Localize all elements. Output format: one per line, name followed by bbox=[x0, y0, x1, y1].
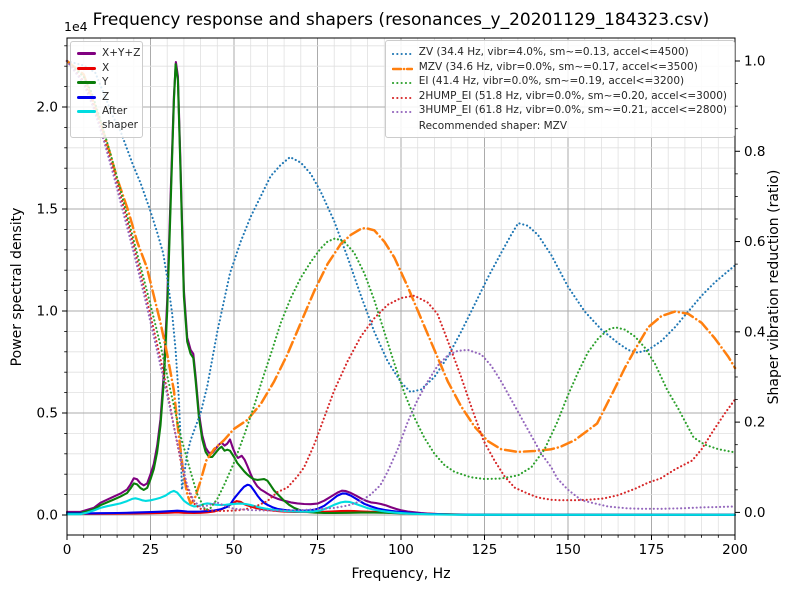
legend-line-swatch bbox=[391, 110, 413, 114]
psd-legend-item-X: X bbox=[77, 62, 135, 76]
curve-After shaper bbox=[65, 489, 737, 516]
recommended-shaper-note: Recommended shaper: MZV bbox=[418, 119, 568, 132]
psd-legend-item-Z: Z bbox=[77, 91, 135, 105]
psd-legend-item-Y: Y bbox=[77, 76, 135, 90]
y-left-tick-label: 1.5 bbox=[37, 202, 58, 218]
y-left-tick-label: 2.0 bbox=[37, 100, 58, 116]
x-tick-label: 0 bbox=[63, 542, 72, 558]
x-tick-label: 25 bbox=[142, 542, 159, 558]
x-tick-label: 125 bbox=[472, 542, 498, 558]
legend-line-swatch bbox=[77, 110, 96, 113]
x-axis-label: Frequency, Hz bbox=[351, 566, 450, 582]
y-right-tick-label: 0.4 bbox=[744, 324, 765, 340]
legend-line-swatch bbox=[391, 52, 413, 56]
curve-X+Y+Z bbox=[65, 61, 737, 516]
chart-title: Frequency response and shapers (resonanc… bbox=[93, 10, 710, 30]
legend-label: MZV (34.6 Hz, vibr=0.0%, sm~=0.17, accel… bbox=[418, 60, 698, 73]
psd-legend: X+Y+Z X Y Z After shaper bbox=[70, 41, 143, 138]
shaper-legend-item-3HUMP_EI: 3HUMP_EI (61.8 Hz, vibr=0.0%, sm~=0.21, … bbox=[391, 104, 727, 118]
curve-Y bbox=[65, 63, 737, 516]
legend-label: 2HUMP_EI (51.8 Hz, vibr=0.0%, sm~=0.20, … bbox=[418, 89, 727, 102]
y-left-axis-label: Power spectral density bbox=[9, 208, 25, 367]
shaper-legend-rows: ZV (34.4 Hz, vibr=4.0%, sm~=0.13, accel<… bbox=[391, 46, 727, 118]
curve-EI bbox=[65, 59, 737, 512]
curve-Z bbox=[65, 483, 737, 516]
legend-label: X bbox=[102, 61, 110, 74]
x-tick-label: 200 bbox=[722, 542, 748, 558]
legend-label: Y bbox=[102, 76, 109, 88]
legend-label: After shaper bbox=[102, 105, 139, 131]
legend-line-swatch bbox=[77, 95, 96, 99]
y-left-tick-label: 0.5 bbox=[37, 406, 58, 422]
x-tick-label: 175 bbox=[639, 542, 665, 558]
legend-label: X+Y+Z bbox=[102, 47, 141, 59]
x-tick-label: 100 bbox=[388, 542, 414, 558]
x-tick-label: 75 bbox=[309, 542, 326, 558]
shaper-legend: ZV (34.4 Hz, vibr=4.0%, sm~=0.13, accel<… bbox=[384, 40, 735, 138]
curve-layer bbox=[65, 59, 737, 516]
y-right-tick-label: 0.8 bbox=[744, 144, 765, 160]
legend-label: 3HUMP_EI (61.8 Hz, vibr=0.0%, sm~=0.21, … bbox=[418, 104, 727, 116]
legend-label: Z bbox=[102, 90, 110, 103]
legend-line-swatch bbox=[77, 52, 96, 55]
y-right-tick-label: 0.6 bbox=[744, 234, 765, 250]
tick-layer: 0 25 50 75 100 125 150 175 200 0.0 0.5 1.0 1.5 2.0 0.0… bbox=[37, 45, 765, 558]
curve-ZV bbox=[65, 59, 737, 491]
y-right-tick-label: 1.0 bbox=[744, 54, 765, 70]
legend-line-swatch bbox=[77, 66, 96, 70]
y-right-tick-label: 0.0 bbox=[744, 505, 765, 521]
y-left-tick-label: 0.0 bbox=[37, 508, 58, 524]
legend-label: ZV (34.4 Hz, vibr=4.0%, sm~=0.13, accel<… bbox=[418, 46, 689, 58]
curve-3HUMP_EI bbox=[65, 59, 737, 512]
legend-line-swatch bbox=[391, 67, 413, 70]
legend-label: EI (41.4 Hz, vibr=0.0%, sm~=0.19, accel<… bbox=[418, 75, 685, 87]
shaper-legend-item-MZV: MZV (34.6 Hz, vibr=0.0%, sm~=0.17, accel… bbox=[391, 60, 727, 75]
legend-line-swatch bbox=[77, 81, 96, 84]
y-right-axis-label: Shaper vibration reduction (ratio) bbox=[766, 170, 782, 405]
legend-line-swatch bbox=[391, 96, 413, 99]
shaper-legend-item-2HUMP_EI: 2HUMP_EI (51.8 Hz, vibr=0.0%, sm~=0.20, … bbox=[391, 89, 727, 104]
psd-legend-item-X+Y+Z: X+Y+Z bbox=[77, 47, 140, 61]
curve-MZV bbox=[65, 59, 737, 505]
y-right-tick-label: 0.2 bbox=[744, 415, 765, 431]
y-left-offset-label: 1e4 bbox=[64, 19, 88, 34]
shaper-legend-item-ZV: ZV (34.4 Hz, vibr=4.0%, sm~=0.13, accel<… bbox=[391, 46, 727, 60]
y-left-tick-label: 1.0 bbox=[37, 304, 58, 320]
psd-legend-item-After shaper: After shaper bbox=[77, 105, 139, 132]
x-tick-label: 150 bbox=[555, 542, 581, 558]
legend-line-swatch bbox=[391, 81, 413, 85]
shaper-legend-item-EI: EI (41.4 Hz, vibr=0.0%, sm~=0.19, accel<… bbox=[391, 75, 727, 89]
x-tick-label: 50 bbox=[225, 542, 242, 558]
